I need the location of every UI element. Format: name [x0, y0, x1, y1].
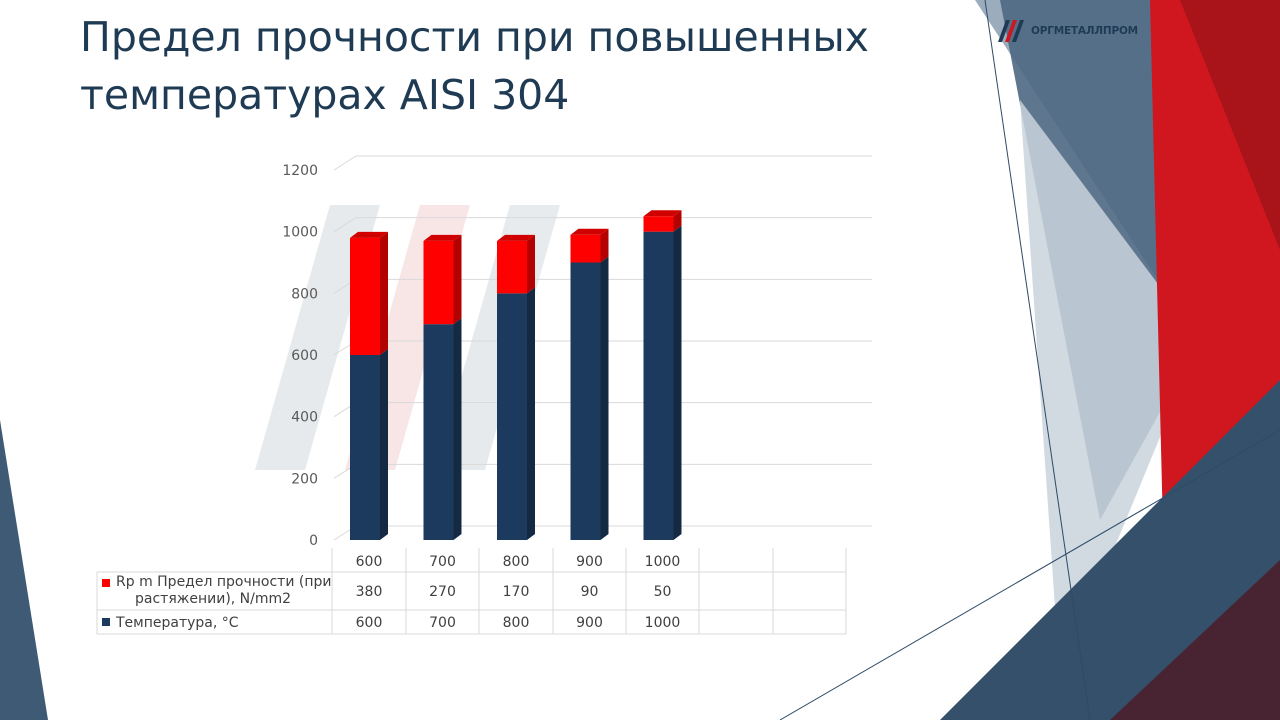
- bar-segment-1000-series-1: [643, 216, 674, 232]
- legend-label: Температура, °C: [115, 615, 239, 631]
- bar-segment-700-series-1: [423, 240, 454, 325]
- gridline-side: [333, 217, 357, 233]
- table-cell-value: 270: [429, 584, 456, 600]
- bar-side-face: [453, 318, 462, 540]
- bar-top-face: [643, 210, 682, 217]
- right-deco-triangle-light: [1020, 100, 1200, 680]
- category-label: 1000: [645, 554, 681, 570]
- bar-segment-900-series-1: [570, 234, 601, 263]
- table-cell-value: 600: [356, 615, 383, 631]
- bar-side-face: [600, 228, 609, 263]
- legend-label-line: растяжении), N/mm2: [135, 591, 291, 607]
- company-logo: ОРГМЕТАЛЛПРОМ: [996, 18, 1138, 44]
- bar-segment-600-series-1: [350, 237, 380, 355]
- slide-title: Предел прочности при повышенных температ…: [80, 13, 869, 119]
- y-tick-label: 200: [291, 471, 318, 487]
- y-tick-label: 1200: [282, 163, 318, 179]
- table-cell-value: 170: [503, 584, 530, 600]
- table-cell-value: 800: [503, 615, 530, 631]
- category-label: 700: [429, 554, 456, 570]
- y-tick-label: 1000: [282, 225, 318, 241]
- bar-segment-700-series-0: [423, 324, 454, 540]
- deco-line-2: [779, 429, 1280, 720]
- legend-label-line: Rp m Предел прочности (при: [116, 574, 331, 590]
- y-tick-label: 400: [291, 410, 318, 426]
- bar-side-face: [673, 225, 682, 540]
- y-tick-label: 800: [291, 286, 318, 302]
- category-label: 900: [576, 554, 603, 570]
- legend-key: [102, 618, 110, 626]
- right-deco-triangle-darkred: [1180, 0, 1280, 250]
- gridline-side: [333, 155, 357, 171]
- bar-side-face: [527, 287, 535, 540]
- right-deco-triangle-navy: [940, 380, 1280, 720]
- bar-top-face: [570, 228, 609, 235]
- bar-top-face: [497, 234, 535, 241]
- table-cell-value: 380: [356, 584, 383, 600]
- category-label: 800: [503, 554, 530, 570]
- bar-side-face: [453, 234, 462, 325]
- bar-top-face: [350, 231, 388, 238]
- bar-side-face: [380, 349, 388, 540]
- bar-top-face: [423, 234, 462, 241]
- legend-label: Rp m Предел прочности (при растяжении), N…: [116, 574, 331, 607]
- bar-side-face: [380, 231, 388, 355]
- bar-segment-600-series-0: [350, 355, 380, 540]
- bar-side-face: [600, 256, 609, 540]
- y-tick-label: 0: [309, 533, 318, 549]
- bar-side-face: [527, 234, 535, 294]
- data-table: 600 700 800 900 1000 380 270 170 90 50 Rp m Предел…: [96, 548, 847, 635]
- left-deco-wedge: [0, 420, 48, 720]
- table-cell-value: 50: [654, 584, 672, 600]
- table-cell-value: 900: [576, 615, 603, 631]
- bar-segment-900-series-0: [570, 262, 601, 540]
- y-axis-ticks: 0 200 400 600 800 1000 1200: [282, 163, 318, 549]
- logo-emblem-icon: [998, 20, 1024, 42]
- logo-text: ОРГМЕТАЛЛПРОМ: [1031, 25, 1138, 37]
- chart-bars: [350, 210, 682, 540]
- bar-segment-800-series-0: [497, 293, 527, 540]
- right-deco-triangle-maroon: [1110, 560, 1280, 720]
- category-label: 600: [356, 554, 383, 570]
- bar-segment-800-series-1: [497, 240, 527, 294]
- table-cell-value: 700: [429, 615, 456, 631]
- legend-key: [102, 579, 110, 587]
- y-tick-label: 600: [291, 348, 318, 364]
- table-cell-value: 1000: [645, 615, 681, 631]
- table-cell-value: 90: [581, 584, 599, 600]
- deco-line-1: [984, 0, 1091, 720]
- bar-side-face: [673, 210, 682, 232]
- bar-segment-1000-series-0: [643, 231, 674, 540]
